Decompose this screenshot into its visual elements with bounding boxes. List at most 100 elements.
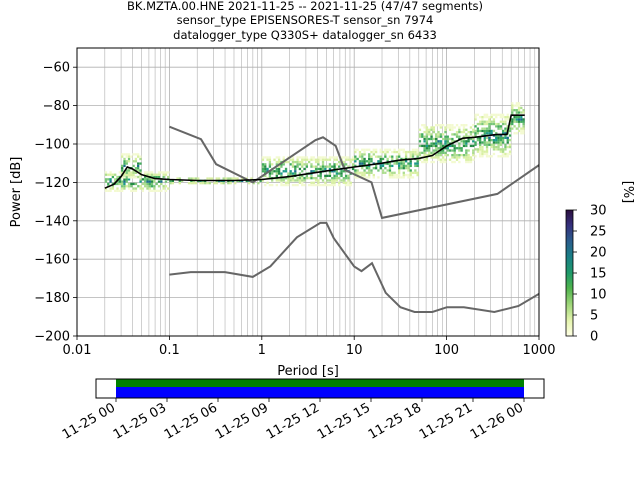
density-cell xyxy=(435,144,438,148)
density-cell xyxy=(349,181,352,184)
density-cell xyxy=(511,122,514,126)
density-cell xyxy=(326,165,329,168)
density-cell xyxy=(476,150,480,153)
density-cell xyxy=(499,136,502,140)
density-cell xyxy=(347,181,350,184)
density-cell xyxy=(402,150,405,154)
density-cell xyxy=(164,173,168,176)
density-cell xyxy=(474,115,477,119)
density-cell xyxy=(467,153,470,157)
density-cell xyxy=(423,130,426,134)
density-cell xyxy=(294,183,297,187)
density-cell xyxy=(280,165,283,168)
y-axis-label: Power [dB] xyxy=(9,157,24,228)
density-cell xyxy=(522,122,525,126)
density-cell xyxy=(384,162,387,165)
density-cell xyxy=(123,164,126,168)
density-cell xyxy=(455,124,459,127)
density-cell xyxy=(435,149,438,152)
density-cell xyxy=(338,172,341,175)
density-cell xyxy=(328,170,332,173)
colorbar-tick-label: 5 xyxy=(590,309,598,324)
density-cell xyxy=(125,153,128,156)
low-noise-model-line xyxy=(169,221,539,314)
density-cell xyxy=(344,163,348,166)
density-cell xyxy=(220,182,223,185)
density-cell xyxy=(432,156,436,159)
density-cell xyxy=(148,182,151,186)
density-cell xyxy=(439,151,442,154)
density-cell xyxy=(291,183,295,187)
density-cell xyxy=(134,176,138,179)
density-cell xyxy=(455,156,459,159)
density-cell xyxy=(298,179,302,182)
density-cell xyxy=(287,177,290,180)
density-cell xyxy=(497,139,500,142)
density-cell xyxy=(379,148,382,151)
density-cell xyxy=(458,156,461,159)
density-cell xyxy=(393,171,396,174)
density-cell xyxy=(374,164,378,168)
density-cell xyxy=(298,160,302,164)
density-cell xyxy=(333,181,336,184)
density-cell xyxy=(504,115,507,119)
density-cell xyxy=(432,151,436,154)
density-cell xyxy=(190,182,193,185)
density-cell xyxy=(488,132,491,135)
density-cell xyxy=(310,174,313,178)
density-cell xyxy=(301,158,304,161)
density-cell xyxy=(409,171,412,174)
density-cell xyxy=(150,178,154,181)
density-cell xyxy=(425,160,429,164)
density-cell xyxy=(418,153,422,157)
density-cell xyxy=(497,113,500,116)
density-cell xyxy=(319,156,322,159)
density-cell xyxy=(268,172,272,175)
density-cell xyxy=(275,174,278,178)
density-cell xyxy=(150,173,154,176)
density-cell xyxy=(490,120,493,123)
density-cell xyxy=(111,175,115,179)
density-cell xyxy=(317,183,320,187)
density-cell xyxy=(414,164,417,168)
density-cell xyxy=(368,164,371,168)
density-cell xyxy=(308,183,311,187)
density-cell xyxy=(485,136,489,140)
density-cell xyxy=(416,148,419,151)
density-cell xyxy=(368,148,371,151)
density-cell xyxy=(462,137,466,141)
density-cell xyxy=(365,167,369,170)
density-cell xyxy=(347,179,350,182)
plot-area: 0.01 0.1 1 10 100 1000 −60 −80 −100 −120 −140 −160… xyxy=(34,47,556,358)
density-cell xyxy=(144,185,147,188)
density-cell xyxy=(495,141,498,144)
density-cell xyxy=(127,182,131,186)
density-cell xyxy=(271,183,274,187)
density-cell xyxy=(506,141,509,144)
density-cell xyxy=(391,176,394,179)
density-cell xyxy=(377,155,380,158)
density-cell xyxy=(407,150,410,154)
density-cell xyxy=(455,130,459,134)
density-cell xyxy=(236,177,239,180)
density-cell xyxy=(451,144,454,148)
density-cell xyxy=(287,172,290,175)
density-cell xyxy=(508,143,512,146)
density-cell xyxy=(495,122,498,126)
density-cell xyxy=(490,115,493,119)
density-cell xyxy=(361,162,364,165)
density-cell xyxy=(132,173,135,177)
density-cell xyxy=(428,133,431,136)
density-cell xyxy=(340,156,343,159)
density-cell xyxy=(363,169,366,172)
colorbar-tick-label: 15 xyxy=(590,267,607,282)
density-cell xyxy=(458,128,461,131)
density-cell xyxy=(160,171,163,174)
density-cell xyxy=(453,147,456,150)
density-cell xyxy=(109,180,112,183)
density-cell xyxy=(485,113,489,116)
density-cell xyxy=(365,176,369,179)
density-cell xyxy=(277,179,281,182)
density-cell xyxy=(289,158,292,161)
density-cell xyxy=(180,179,184,183)
